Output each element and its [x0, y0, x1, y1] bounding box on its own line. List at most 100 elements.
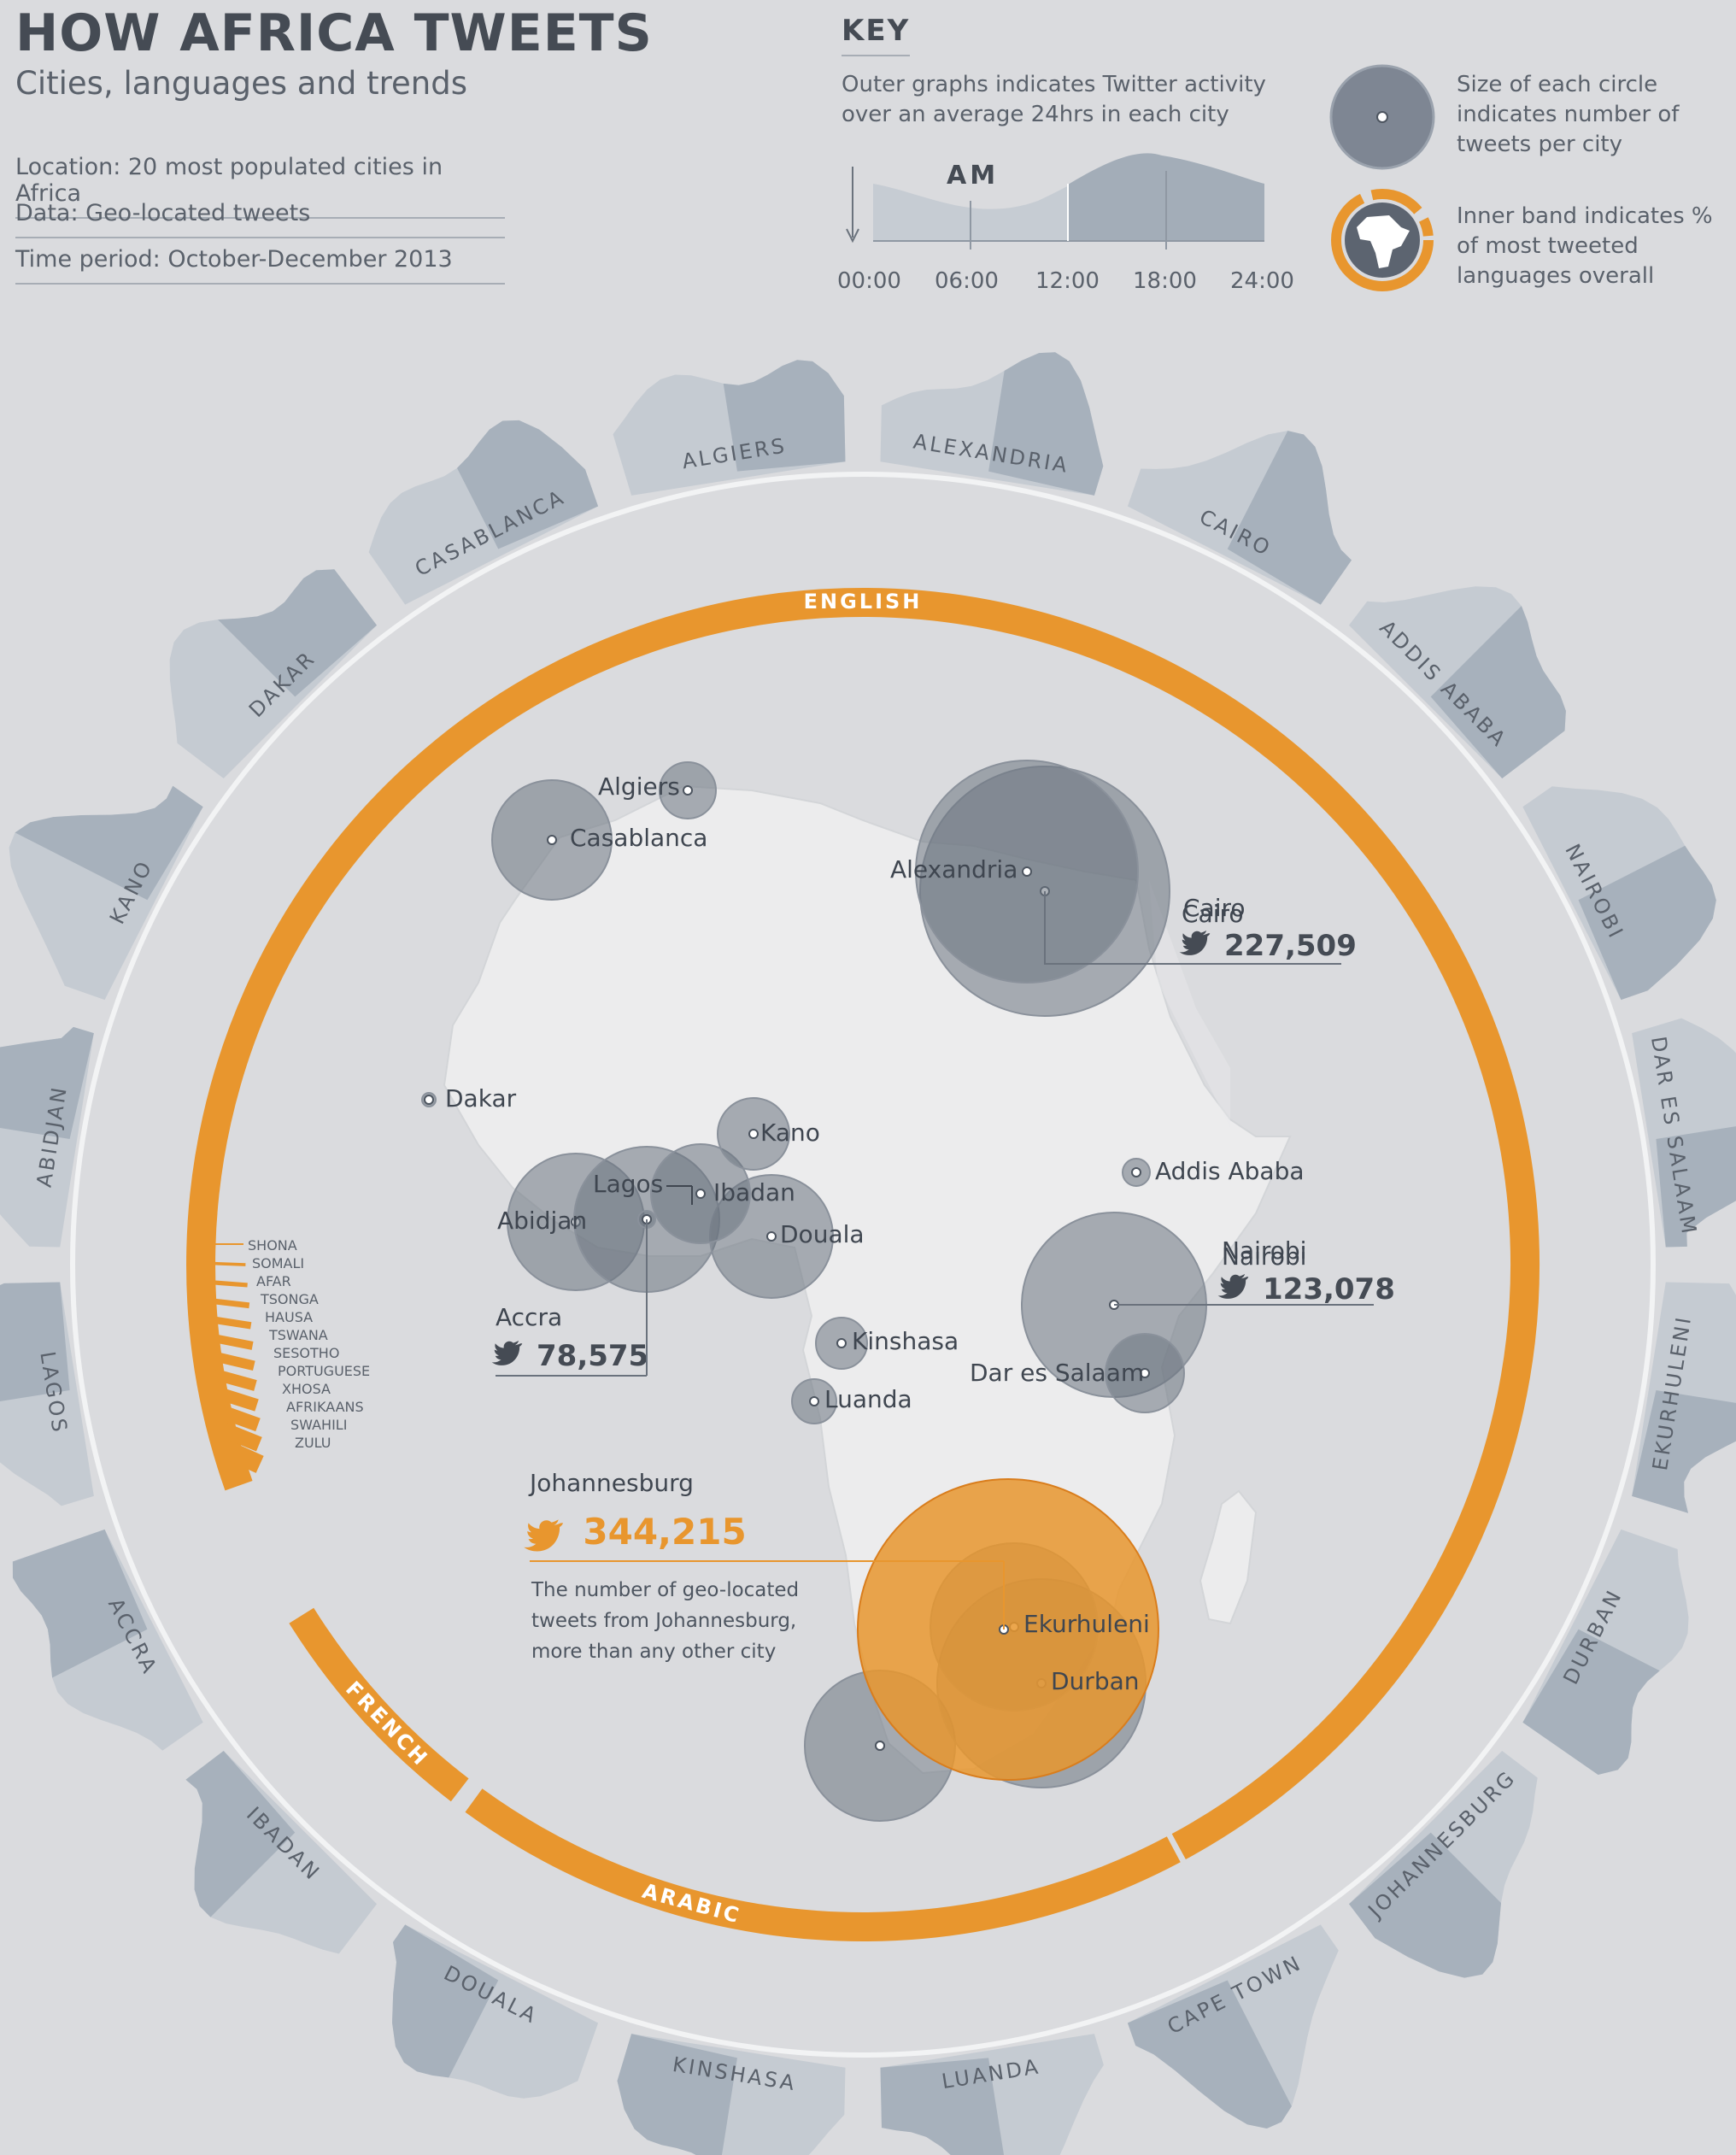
ring-graph-douala — [392, 1924, 599, 2099]
johannesburg-note-line-3: more than any other city — [531, 1641, 776, 1663]
language-label-portuguese: PORTUGUESE — [278, 1363, 370, 1379]
ring-graph-dakar — [169, 569, 378, 779]
key-outer-graph-text: Outer graphs indicates Twitter activity … — [842, 72, 1266, 127]
cape-town-dot — [875, 1741, 885, 1751]
language-label-zulu: ZULU — [295, 1435, 331, 1451]
city-bubble-addis-ababa[interactable] — [1122, 1158, 1151, 1187]
meta-time-period: Time period: October-December 2013 — [15, 246, 505, 285]
page-title: HOW AFRICA TWEETS — [15, 3, 653, 63]
ring-graph-ibadan — [185, 1750, 378, 1954]
language-label-somali: SOMALI — [252, 1255, 304, 1271]
key-tick-24: 24:00 — [1230, 268, 1294, 294]
city-label-luanda: Luanda — [824, 1385, 912, 1413]
language-band-arabic — [465, 1788, 1181, 1941]
meta-data: Data: Geo-located tweets — [15, 200, 505, 238]
ring-graph-accra — [12, 1529, 203, 1751]
city-bubble-alexandria[interactable] — [915, 760, 1139, 984]
city-bubble-dakar[interactable] — [421, 1092, 437, 1107]
city-label-dar-es-salaam: Dar es Salaam — [970, 1359, 1144, 1387]
city-bubble-casablanca[interactable] — [491, 779, 613, 901]
ring-graph-abidjan — [0, 1026, 94, 1248]
language-band-french — [289, 1607, 469, 1802]
callout-name-cairo: Cairo — [1183, 894, 1246, 922]
language-label-afrikaans: AFRIKAANS — [286, 1399, 364, 1415]
city-label-ekurhuleni: Ekurhuleni — [1023, 1610, 1150, 1638]
city-label-lagos: Lagos — [593, 1170, 663, 1198]
key-tick-6: 06:00 — [935, 268, 999, 294]
band-label-english: ENGLISH — [804, 590, 923, 614]
language-mark-afar — [198, 1279, 248, 1288]
city-bubble-kano[interactable] — [717, 1097, 790, 1171]
key-size-text: Size of each circle indicates number of … — [1457, 72, 1680, 157]
ring-graph-luanda — [880, 2034, 1104, 2155]
language-label-shona: SHONA — [248, 1237, 297, 1254]
outer-ring-line — [70, 472, 1656, 2058]
ring-graph-durban — [1522, 1529, 1689, 1775]
city-label-durban: Durban — [1051, 1667, 1140, 1695]
language-label-swahili: SWAHILI — [290, 1417, 347, 1433]
language-mark-shona — [192, 1243, 243, 1245]
key-band-africa-icon — [1331, 189, 1434, 291]
language-mark-portuguese — [213, 1369, 257, 1391]
language-label-tsonga: TSONGA — [260, 1291, 319, 1307]
city-label-nairobi: Nairobi — [1222, 1242, 1306, 1271]
city-bubble-luanda[interactable] — [791, 1378, 837, 1424]
city-label-abidjan: Abidjan — [497, 1207, 587, 1235]
language-mark-zulu — [221, 1440, 264, 1473]
language-mark-sesotho — [210, 1351, 255, 1371]
language-label-sesotho: SESOTHO — [273, 1345, 339, 1361]
callout-name-johannesburg: Johannesburg — [528, 1469, 694, 1497]
language-mark-xhosa — [215, 1387, 259, 1412]
language-mark-somali — [195, 1261, 246, 1266]
city-label-casablanca: Casablanca — [570, 824, 707, 852]
ring-graph-johannesburg — [1348, 1750, 1538, 1978]
key-am-label: AM — [947, 161, 1000, 191]
language-label-afar: AFAR — [256, 1273, 291, 1289]
band-label-french: FRENCH — [341, 1676, 433, 1771]
ring-graph-lagos — [0, 1282, 94, 1506]
key-activity-graph — [846, 153, 1264, 250]
key-title: KEY — [842, 14, 911, 56]
callout-tweets-accra: 78,575 — [537, 1339, 648, 1373]
city-bubble-kinshasa[interactable] — [815, 1317, 868, 1370]
city-bubble-dar-es-salaam[interactable] — [1105, 1333, 1185, 1413]
key-tick-18: 18:00 — [1133, 268, 1197, 294]
callout-tweets-nairobi: 123,078 — [1263, 1272, 1395, 1307]
ring-graph-casablanca — [368, 420, 599, 605]
city-label-cairo: Cairo — [1182, 900, 1244, 928]
band-label-arabic: ARABIC — [640, 1879, 744, 1929]
ring-graph-addis-ababa — [1348, 586, 1566, 779]
city-label-douala: Douala — [780, 1220, 865, 1248]
ring-graph-algiers — [613, 360, 846, 496]
language-label-xhosa: XHOSA — [282, 1381, 331, 1397]
ring-graph-nairobi — [1522, 786, 1716, 1001]
callout-name-nairobi: Nairobi — [1222, 1236, 1306, 1265]
page-subtitle: Cities, languages and trends — [15, 65, 468, 102]
language-label-tswana: TSWANA — [268, 1327, 328, 1343]
callout-tweets-johannesburg: 344,215 — [583, 1511, 746, 1553]
language-label-hausa: HAUSA — [265, 1309, 313, 1325]
language-mark-tsonga — [202, 1297, 250, 1309]
callout-name-accra: Accra — [496, 1303, 562, 1331]
city-label-kano: Kano — [760, 1119, 820, 1147]
meta-location: Location: 20 most populated cities in Af… — [15, 154, 505, 219]
madagascar — [1199, 1489, 1258, 1625]
city-bubble-ibadan[interactable] — [650, 1143, 751, 1244]
city-label-alexandria: Alexandria — [890, 855, 1018, 884]
callout-twitter-bird-icon-nairobi — [1217, 1274, 1249, 1299]
ring-graph-kinshasa — [617, 2034, 846, 2155]
city-label-ibadan: Ibadan — [713, 1178, 795, 1207]
city-label-algiers: Algiers — [598, 772, 680, 801]
key-circle-icon — [1329, 64, 1435, 170]
ring-graph-cape-town — [1127, 1924, 1339, 2129]
ring-graph-alexandria — [880, 352, 1104, 496]
johannesburg-note-line-1: The number of geo-located — [531, 1579, 799, 1601]
callout-tweets-cairo: 227,509 — [1224, 929, 1357, 963]
ring-graph-dar-es-salaam — [1632, 1018, 1736, 1248]
key-band-text: Inner band indicates % of most tweeted l… — [1457, 203, 1713, 289]
ring-graph-ekurhuleni — [1632, 1282, 1736, 1513]
city-bubble-algiers[interactable] — [659, 761, 717, 819]
callout-twitter-bird-icon-accra — [491, 1341, 523, 1365]
ring-graph-kano — [9, 785, 203, 1001]
